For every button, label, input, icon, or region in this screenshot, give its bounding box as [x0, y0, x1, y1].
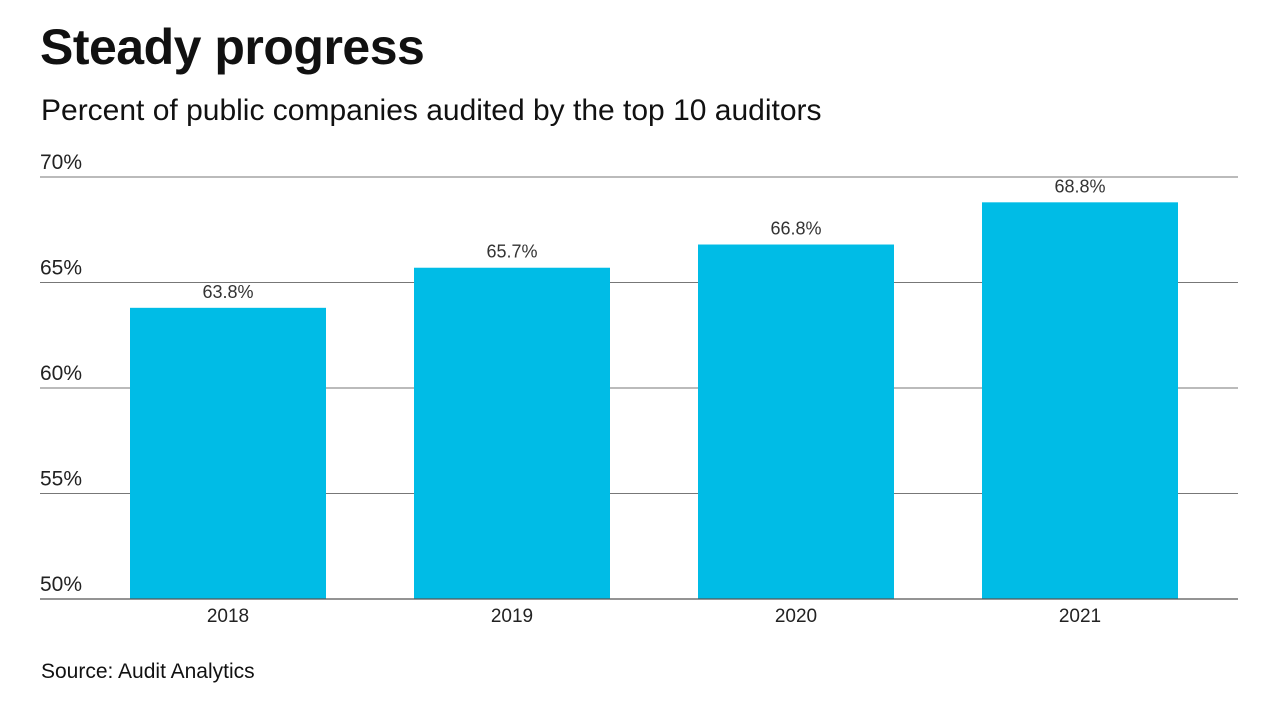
y-tick-label: 60%: [40, 362, 82, 385]
data-label: 65.7%: [486, 242, 537, 262]
y-tick-label: 55%: [40, 468, 82, 491]
source-note: Source: Audit Analytics: [41, 660, 255, 683]
chart-subtitle: Percent of public companies audited by t…: [41, 94, 822, 127]
x-tick-label: 2020: [775, 606, 817, 627]
y-tick-label: 50%: [40, 573, 82, 596]
x-tick-label: 2019: [491, 606, 533, 627]
x-tick-label: 2018: [207, 606, 249, 627]
x-tick-label: 2021: [1059, 606, 1101, 627]
data-label: 63.8%: [202, 282, 253, 302]
bar: [698, 244, 894, 599]
y-tick-label: 70%: [40, 151, 82, 174]
data-label: 66.8%: [770, 219, 821, 239]
y-tick-label: 65%: [40, 257, 82, 280]
data-label: 68.8%: [1054, 176, 1105, 196]
bar: [130, 307, 326, 599]
bar: [982, 202, 1178, 599]
bar: [414, 267, 610, 599]
chart-title: Steady progress: [40, 19, 425, 75]
